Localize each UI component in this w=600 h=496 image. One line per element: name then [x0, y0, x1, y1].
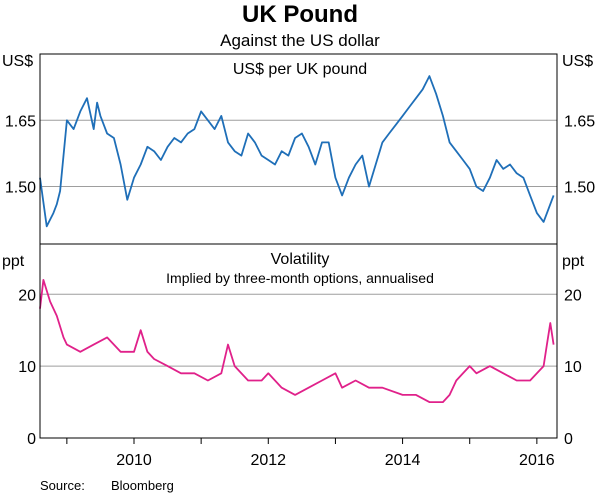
bottom-series-group [39, 278, 555, 404]
bottom-ytick-left: 0 [27, 431, 36, 448]
bottom-panel: ppt ppt Volatility Implied by three-mont… [2, 243, 585, 469]
bottom-series-line [39, 278, 555, 404]
top-ytick-right: 1.50 [564, 180, 595, 197]
bottom-ytick-left: 20 [18, 287, 36, 304]
bottom-ytick-right: 10 [564, 359, 582, 376]
chart-title: UK Pound [242, 1, 358, 28]
top-panel: US$ US$ US$ per UK pound 1.50 1.50 1.65 1.6… [2, 53, 595, 245]
top-series-line [39, 75, 555, 228]
bottom-panel-subtitle: Implied by three-month options, annualis… [166, 270, 434, 286]
top-ytick-right: 1.65 [564, 113, 595, 130]
bottom-ytick-right: 20 [564, 287, 582, 304]
top-ytick-left: 1.65 [5, 113, 36, 130]
top-right-unit: US$ [562, 53, 593, 70]
top-ytick-labels: 1.50 1.50 1.65 1.65 [5, 113, 595, 196]
x-tick-label: 2014 [385, 452, 421, 469]
top-panel-title: US$ per UK pound [233, 61, 367, 78]
source-label: Source: [40, 478, 85, 493]
bottom-left-unit: ppt [2, 253, 25, 270]
bottom-ytick-left: 10 [18, 359, 36, 376]
x-tick-label: 2016 [519, 452, 555, 469]
bottom-panel-frame [39, 243, 558, 439]
source-value: Bloomberg [111, 478, 174, 493]
bottom-ytick-labels: 0 0 10 10 20 20 [18, 287, 582, 448]
x-tick-label: 2010 [116, 452, 152, 469]
bottom-gridlines [40, 293, 557, 367]
x-tick-label: 2012 [250, 452, 286, 469]
top-gridlines [40, 119, 557, 188]
top-series-group [39, 75, 555, 228]
bottom-right-unit: ppt [562, 253, 585, 270]
top-ytick-left: 1.50 [5, 180, 36, 197]
x-axis-ticks: 2010 2012 2014 2016 [66, 438, 555, 469]
chart-subtitle: Against the US dollar [220, 31, 380, 50]
bottom-panel-title: Volatility [271, 251, 330, 268]
bottom-ytick-right: 0 [564, 431, 573, 448]
top-left-unit: US$ [2, 53, 33, 70]
